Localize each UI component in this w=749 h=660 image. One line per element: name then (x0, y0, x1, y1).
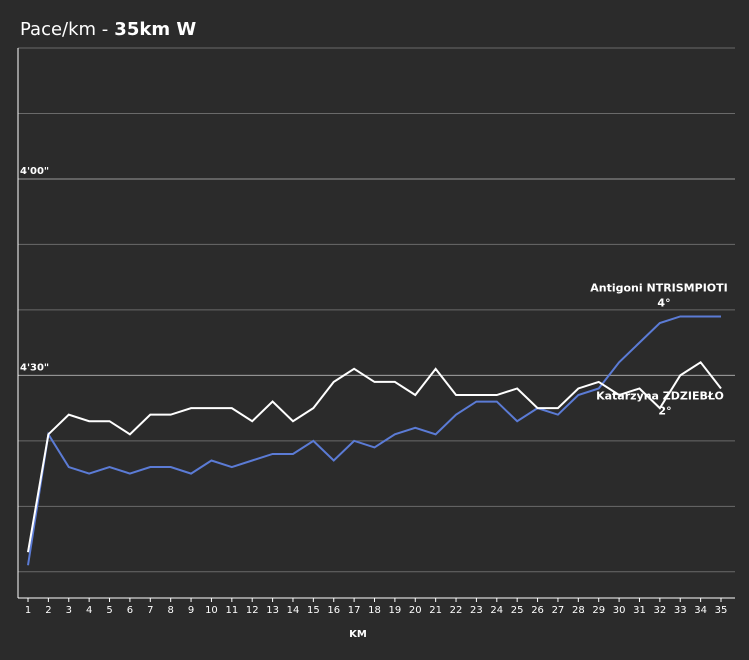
x-tick-label: 12 (246, 605, 259, 616)
x-tick-label: 30 (613, 605, 626, 616)
title-bold: 35km W (114, 19, 196, 40)
x-tick-label: 31 (633, 605, 646, 616)
x-tick-label: 35 (715, 605, 728, 616)
x-tick-label: 15 (307, 605, 320, 616)
x-tick-label: 9 (188, 605, 194, 616)
series-line (27, 315, 721, 566)
x-tick-label: 16 (327, 605, 340, 616)
y-tick-label: 4'30" (20, 362, 49, 373)
x-tick-label: 32 (653, 605, 666, 616)
x-tick-label: 4 (86, 605, 92, 616)
x-tick-label: 14 (287, 605, 300, 616)
x-tick-label: 34 (694, 605, 707, 616)
series-name-label: Antigoni NTRISMPIOTI (590, 281, 727, 294)
y-tick-label: 4'00" (20, 166, 49, 177)
series-line (27, 360, 722, 553)
x-tick-label: 1 (25, 605, 31, 616)
x-tick-label: 10 (205, 605, 218, 616)
x-tick-label: 27 (552, 605, 565, 616)
series-name-label: Katarzyna ZDZIEBŁO (596, 389, 724, 402)
series-rank-label: 2° (658, 404, 671, 417)
title-text: Pace/km - (20, 19, 108, 40)
x-tick-label: 7 (147, 605, 153, 616)
x-tick-label: 13 (266, 605, 279, 616)
x-tick-label: 17 (348, 605, 361, 616)
x-tick-label: 21 (429, 605, 442, 616)
x-tick-label: 20 (409, 605, 422, 616)
x-tick-label: 28 (572, 605, 585, 616)
x-tick-label: 23 (470, 605, 483, 616)
x-tick-label: 3 (66, 605, 72, 616)
x-tick-label: 26 (531, 605, 544, 616)
x-tick-label: 8 (167, 605, 173, 616)
x-tick-label: 22 (450, 605, 463, 616)
series-rank-label: 4° (657, 296, 670, 309)
x-tick-label: 25 (511, 605, 524, 616)
x-tick-label: 33 (674, 605, 687, 616)
x-axis-label: KM (349, 629, 367, 640)
x-tick-label: 11 (225, 605, 238, 616)
x-tick-label: 5 (106, 605, 112, 616)
x-tick-label: 18 (368, 605, 381, 616)
x-tick-label: 6 (127, 605, 133, 616)
x-tick-label: 24 (490, 605, 503, 616)
x-tick-label: 29 (592, 605, 605, 616)
x-tick-label: 19 (389, 605, 402, 616)
x-tick-label: 2 (45, 605, 51, 616)
chart-title: Pace/km - 35km W (20, 19, 196, 40)
